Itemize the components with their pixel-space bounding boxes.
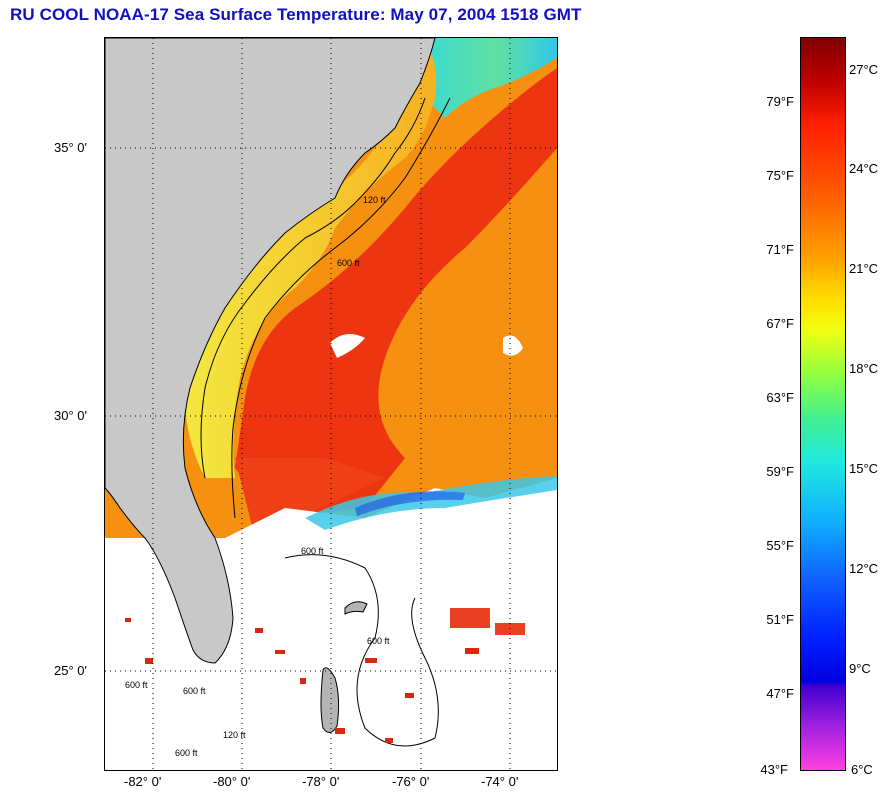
tick-c: 9°C (849, 661, 871, 676)
isobath-labels: 120 ft 600 ft 600 ft 600 ft 600 ft 120 f… (125, 195, 390, 758)
tick-f: 59°F (766, 464, 794, 479)
tick-c: 18°C (849, 361, 879, 376)
tick-f: 47°F (766, 686, 794, 701)
map-title: RU COOL NOAA-17 Sea Surface Temperature:… (10, 5, 582, 24)
sst-patches (125, 608, 525, 743)
isobath-label: 120 ft (223, 730, 246, 740)
isobath-label: 120 ft (363, 195, 386, 205)
shelf-water (185, 38, 437, 478)
tick-f: 63°F (766, 390, 794, 405)
sst-map-graphic: 120 ft 600 ft 600 ft 600 ft 600 ft 120 f… (105, 38, 557, 770)
lat-label-30: 30° 0' (54, 408, 87, 423)
tick-c: 6°C (851, 762, 873, 777)
isobath-600ft (231, 97, 451, 519)
isobath-label: 600 ft (183, 686, 206, 696)
sst-map[interactable]: 120 ft 600 ft 600 ft 600 ft 600 ft 120 f… (104, 37, 558, 771)
tick-c: 15°C (849, 461, 879, 476)
tick-f: 55°F (766, 538, 794, 553)
tick-c: 27°C (849, 62, 879, 77)
land-us (105, 38, 436, 664)
cloud-speck-2 (503, 335, 523, 356)
tick-f: 67°F (766, 316, 794, 331)
lat-label-35: 35° 0' (54, 140, 87, 155)
lon-label-74: -74° 0' (481, 774, 519, 789)
tick-f: 43°F (760, 762, 788, 777)
isobath-label: 600 ft (301, 546, 324, 556)
isobath-label: 600 ft (175, 748, 198, 758)
isobath-label: 600 ft (367, 636, 390, 646)
tick-c: 24°C (849, 161, 879, 176)
cloud-speck-1 (330, 334, 365, 358)
isobath-bahamas (284, 554, 439, 747)
tick-f: 51°F (766, 612, 794, 627)
lat-label-25: 25° 0' (54, 663, 87, 678)
gulf-stream (235, 68, 557, 518)
lon-label-78: -78° 0' (302, 774, 340, 789)
lon-label-80: -80° 0' (213, 774, 251, 789)
north-cool-water (405, 38, 557, 118)
lon-label-82: -82° 0' (124, 774, 162, 789)
cool-filaments (305, 476, 557, 530)
isobath-label: 600 ft (337, 258, 360, 268)
isobath-120ft (200, 97, 426, 479)
tick-c: 21°C (849, 261, 879, 276)
tick-f: 75°F (766, 168, 794, 183)
land-bahamas-2 (344, 601, 368, 615)
tick-c: 12°C (849, 561, 879, 576)
cool-filaments-2 (355, 491, 465, 516)
lon-label-76: -76° 0' (392, 774, 430, 789)
graticule (105, 38, 557, 770)
tick-f: 71°F (766, 242, 794, 257)
isobath-label: 600 ft (125, 680, 148, 690)
tick-f: 79°F (766, 94, 794, 109)
temperature-colorbar (800, 37, 846, 771)
